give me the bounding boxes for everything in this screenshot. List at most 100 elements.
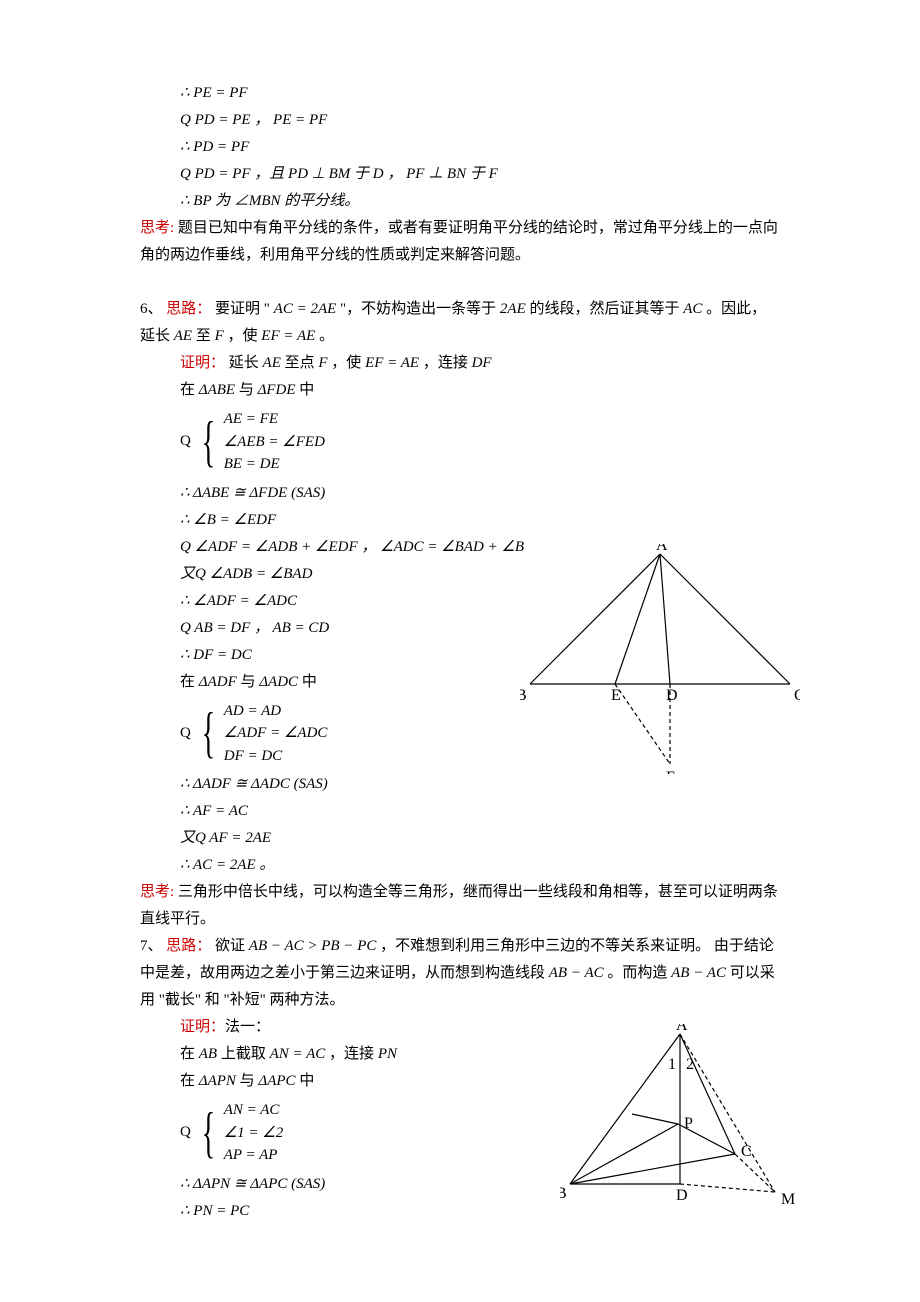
sikao-label: 思考:: [140, 884, 174, 900]
t: 中: [296, 1073, 315, 1089]
svg-text:M: M: [781, 1191, 795, 1208]
eq: ∴ PE = PF: [180, 85, 248, 101]
svg-text:B: B: [560, 1185, 567, 1202]
sikao-text: 三角形中倍长中线，可以构造全等三角形，继而得出一些线段和角相等，甚至可以证明两条…: [140, 884, 778, 927]
svg-text:1: 1: [668, 1056, 676, 1073]
brace-icon: {: [202, 705, 215, 761]
eq: ΔABE: [199, 382, 235, 398]
problem-6-silu: 6、 思路： 要证明 " AC = 2AE "，不妨构造出一条等于 2AE 的线…: [140, 296, 780, 350]
eq: ∴ PD = PF: [180, 139, 249, 155]
svg-text:E: E: [611, 687, 621, 704]
t: 在: [180, 1046, 199, 1062]
zm-label: 证明：: [180, 355, 225, 371]
eq: ΔAPC: [258, 1073, 295, 1089]
proof-6-l1: 证明： 延长 AE 至点 F ，使 EF = AE ，连接 DF: [140, 350, 780, 377]
q: Q: [180, 428, 191, 455]
eq: Q PD = PF ，且 PD ⊥ BM 于 D ， PF ⊥ BN 于 F: [180, 166, 498, 182]
svg-text:D: D: [666, 687, 678, 704]
eq: AE: [174, 328, 192, 344]
br1: AE = FE: [224, 408, 325, 431]
eq: F: [318, 355, 327, 371]
t: ，连接: [325, 1046, 378, 1062]
t: 要证明 ": [215, 301, 274, 317]
eq: ΔADC: [259, 674, 298, 690]
br3: DF = DC: [224, 745, 328, 768]
sikao-1: 思考: 题目已知中有角平分线的条件，或者有要证明角平分线的结论时，常过角平分线上…: [140, 215, 780, 269]
eq: ∴ ∠B = ∠EDF: [140, 507, 780, 534]
t: 上截取: [217, 1046, 270, 1062]
t: 至: [192, 328, 215, 344]
svg-text:A: A: [656, 544, 668, 554]
sikao-text: 题目已知中有角平分线的条件，或者有要证明角平分线的结论时，常过角平分线上的一点向…: [140, 220, 778, 263]
eq: AC = 2AE: [274, 301, 337, 317]
t: ，连接: [419, 355, 472, 371]
svg-text:2: 2: [686, 1056, 694, 1073]
t: ，使: [224, 328, 262, 344]
eq: ∴ BP 为 ∠MBN 的平分线。: [180, 193, 359, 209]
t: 与: [237, 674, 260, 690]
t: 欲证: [215, 938, 249, 954]
eq: 又Q AF = 2AE: [140, 825, 780, 852]
brace-group-1: Q { AE = FE ∠AEB = ∠FED BE = DE: [140, 404, 780, 480]
eq: AC: [683, 301, 702, 317]
silu-label: 思路：: [166, 938, 211, 954]
t: 中: [298, 674, 317, 690]
t: 与: [236, 1073, 259, 1089]
svg-text:B: B: [520, 687, 527, 704]
eq: PN: [378, 1046, 397, 1062]
figure-triangle-1: A B E D C F: [520, 544, 800, 784]
t: 的线段，然后证其等于: [526, 301, 684, 317]
br2: ∠AEB = ∠FED: [224, 431, 325, 454]
eq: ΔFDE: [258, 382, 296, 398]
br2: ∠ADF = ∠ADC: [224, 722, 328, 745]
proof-block-1: ∴ PE = PF Q PD = PE ， PE = PF ∴ PD = PF …: [140, 80, 780, 215]
br1: AN = AC: [224, 1099, 284, 1122]
t: 在: [180, 1073, 199, 1089]
silu-label: 思路：: [166, 301, 211, 317]
t: 在: [180, 382, 199, 398]
svg-text:C: C: [741, 1143, 752, 1160]
eq: ΔADF: [199, 674, 237, 690]
eq: AB − AC > PB − PC: [249, 938, 377, 954]
sikao-2: 思考: 三角形中倍长中线，可以构造全等三角形，继而得出一些线段和角相等，甚至可以…: [140, 879, 780, 933]
eq: AB: [199, 1046, 217, 1062]
num: 7、: [140, 938, 163, 954]
t: 在: [180, 674, 199, 690]
br3: AP = AP: [224, 1144, 284, 1167]
problem-7-silu: 7、 思路： 欲证 AB − AC > PB − PC ，不难想到利用三角形中三…: [140, 933, 780, 1014]
eq: AB − AC: [549, 965, 604, 981]
triangle-svg: A B E D C F: [520, 544, 800, 774]
eq: 2AE: [500, 301, 526, 317]
svg-text:F: F: [666, 769, 675, 774]
eq: ΔAPN: [199, 1073, 236, 1089]
eq: AN = AC: [270, 1046, 326, 1062]
svg-text:A: A: [676, 1024, 688, 1034]
eq: EF = AE: [261, 328, 315, 344]
brace-icon: {: [202, 414, 215, 470]
t: 法一：: [225, 1019, 270, 1035]
t: 与: [235, 382, 258, 398]
svg-text:P: P: [684, 1115, 693, 1132]
q: Q: [180, 1119, 191, 1146]
t: 。: [315, 328, 334, 344]
eq: ∴ ΔABE ≅ ΔFDE (SAS): [140, 480, 780, 507]
t: ，使: [328, 355, 366, 371]
eq: DF: [472, 355, 492, 371]
t: "，不妨构造出一条等于: [336, 301, 500, 317]
br2: ∠1 = ∠2: [224, 1122, 284, 1145]
triangle-svg-2: A B D C M P 12: [560, 1024, 800, 1209]
eq: EF = AE: [365, 355, 419, 371]
t: 延长: [229, 355, 263, 371]
svg-text:C: C: [794, 687, 800, 704]
brace-icon: {: [202, 1105, 215, 1161]
num: 6、: [140, 301, 166, 317]
eq: AB − AC: [671, 965, 726, 981]
proof-6-l2: 在 ΔABE 与 ΔFDE 中: [140, 377, 780, 404]
br3: BE = DE: [224, 453, 325, 476]
eq: ∴ AF = AC: [140, 798, 780, 825]
eq: Q PD = PE ， PE = PF: [180, 112, 327, 128]
zm-label: 证明：: [180, 1019, 225, 1035]
svg-text:D: D: [676, 1187, 688, 1204]
t: 。而构造: [604, 965, 672, 981]
t: 中: [296, 382, 315, 398]
